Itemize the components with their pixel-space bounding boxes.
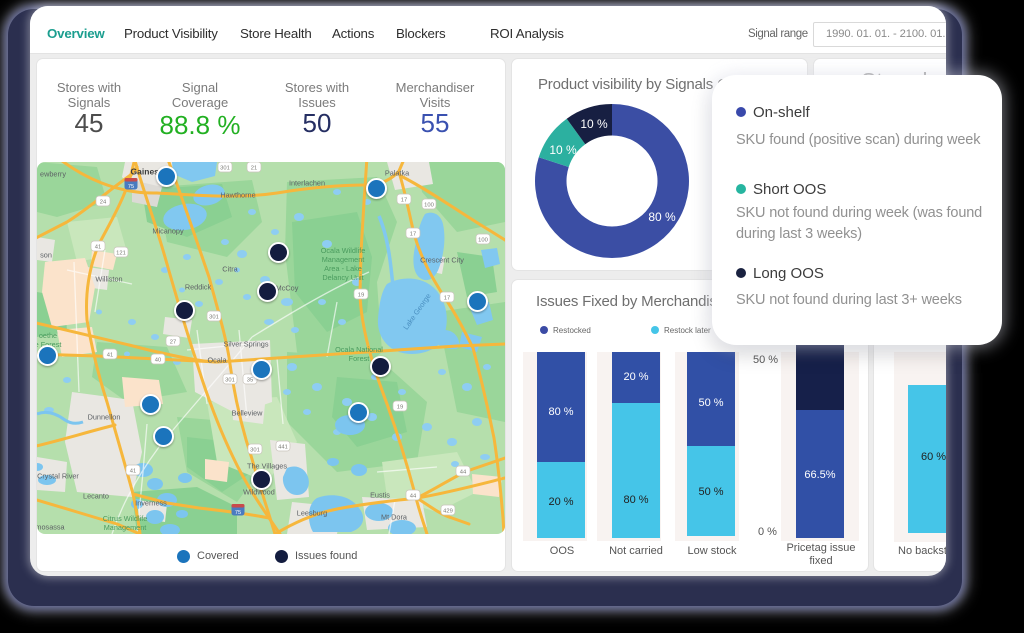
svg-text:The Villages: The Villages [247,462,287,471]
svg-text:Palatka: Palatka [385,169,410,178]
svg-text:Management: Management [322,255,365,264]
svg-text:Lecanto: Lecanto [83,492,109,501]
svg-text:Eustis: Eustis [370,491,390,500]
svg-text:121: 121 [116,251,126,257]
svg-text:Ocala National: Ocala National [335,345,383,354]
svg-text:Belleview: Belleview [232,409,264,418]
svg-text:Forest: Forest [349,354,370,363]
svg-text:301: 301 [250,448,260,454]
svg-text:75: 75 [235,510,241,516]
svg-text:Dunnellon: Dunnellon [88,413,121,422]
svg-text:Mt Dora: Mt Dora [381,513,408,522]
svg-text:301: 301 [220,166,230,172]
svg-text:Ocala: Ocala [207,356,227,365]
svg-text:301: 301 [209,315,219,321]
svg-text:429: 429 [443,509,453,515]
svg-text:Silver Springs: Silver Springs [223,340,268,349]
svg-text:100: 100 [478,238,488,244]
svg-text:Micanopy: Micanopy [152,227,184,236]
svg-text:44: 44 [410,494,417,500]
svg-text:19: 19 [397,405,403,411]
svg-text:41: 41 [95,245,101,251]
svg-text:Management: Management [104,523,147,532]
svg-text:24: 24 [100,200,107,206]
svg-text:oethe: oethe [39,331,57,340]
svg-text:Hawthorne: Hawthorne [220,191,255,200]
svg-text:41: 41 [107,353,113,359]
svg-text:75: 75 [128,184,134,190]
svg-text:ewberry: ewberry [40,170,66,179]
svg-text:21: 21 [251,166,257,172]
svg-text:Area: Area [117,532,133,534]
svg-text:441: 441 [278,445,288,451]
svg-text:41: 41 [130,469,136,475]
svg-text:Gainesville: Gainesville [131,167,176,177]
svg-text:10 %: 10 % [580,117,608,131]
svg-text:Crystal River: Crystal River [37,472,79,481]
svg-text:e Forest: e Forest [37,340,61,349]
svg-text:17: 17 [444,296,450,302]
svg-text:Delancy Unit: Delancy Unit [322,273,363,282]
svg-text:son: son [40,251,52,260]
svg-text:Wildwood: Wildwood [243,488,275,497]
svg-text:Leesburg: Leesburg [297,509,327,518]
svg-text:Citrus Wildlife: Citrus Wildlife [103,514,148,523]
svg-text:44: 44 [460,470,467,476]
svg-text:27: 27 [170,340,176,346]
svg-text:100: 100 [424,203,434,209]
svg-text:301: 301 [225,378,235,384]
svg-text:19: 19 [358,293,364,299]
svg-text:Interlachen: Interlachen [289,179,325,188]
svg-text:Crescent City: Crescent City [420,256,464,265]
svg-text:35: 35 [247,378,253,384]
svg-text:mosassa: mosassa [37,523,66,532]
svg-text:Ocala Wildlife: Ocala Wildlife [321,246,366,255]
svg-text:10 %: 10 % [549,143,577,157]
svg-text:McCoy: McCoy [276,284,299,293]
svg-text:17: 17 [401,198,407,204]
svg-text:Williston: Williston [95,275,122,284]
svg-text:40: 40 [155,358,161,364]
svg-text:Inverness: Inverness [135,499,167,508]
svg-text:Reddick: Reddick [185,283,212,292]
svg-text:Area - Lake: Area - Lake [324,264,362,273]
svg-text:Citra: Citra [222,265,238,274]
svg-text:17: 17 [410,232,416,238]
svg-text:80 %: 80 % [648,210,676,224]
